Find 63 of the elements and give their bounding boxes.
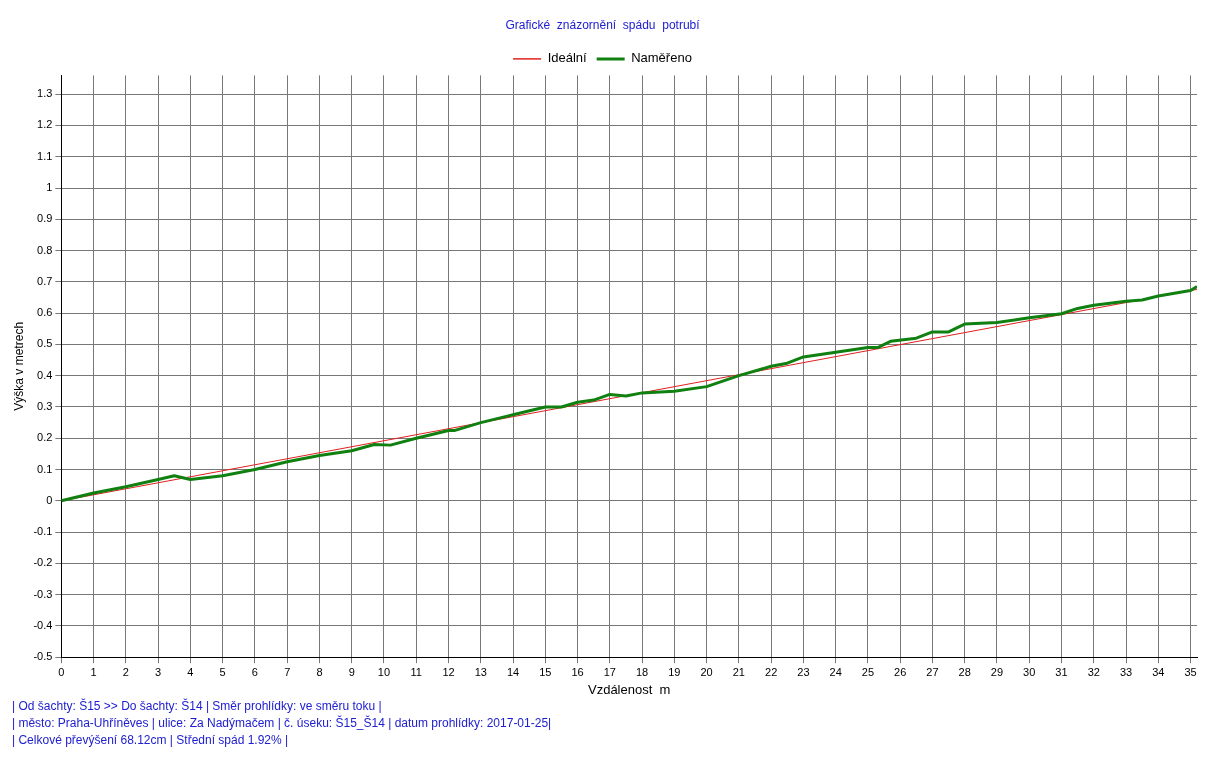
x-tick-label: 19 bbox=[668, 665, 681, 678]
y-tick-label: 0.8 bbox=[37, 243, 53, 256]
x-tick-label: 31 bbox=[1055, 665, 1068, 678]
x-tick-label: 16 bbox=[571, 665, 584, 678]
text: | město: Praha-Uhříněves | ulice: Za Nadýmačem | č. úseku: Š15_Š14 | datum prohlídky: 2017-01-25| bbox=[12, 715, 553, 732]
y-tick-label: 0.7 bbox=[37, 274, 53, 287]
x-tick-label: 10 bbox=[377, 665, 391, 678]
x-tick-label: 30 bbox=[1023, 665, 1036, 678]
x-tick-label: 12 bbox=[442, 665, 455, 678]
x-tick-label: 27 bbox=[926, 665, 939, 678]
x-tick-label: 7 bbox=[284, 665, 291, 678]
y-tick-label: 1.2 bbox=[37, 118, 53, 131]
x-tick-label: 33 bbox=[1119, 665, 1133, 678]
y-tick-label: -0.3 bbox=[33, 587, 53, 600]
x-tick-label: 9 bbox=[348, 665, 355, 678]
x-tick-label: 17 bbox=[603, 665, 616, 678]
y-tick-label: 0.4 bbox=[37, 368, 53, 381]
x-tick-label: 8 bbox=[316, 665, 323, 678]
x-tick-label: 11 bbox=[410, 665, 422, 678]
y-tick-label: -0.5 bbox=[33, 650, 53, 663]
y-tick-label: 0.5 bbox=[37, 337, 53, 350]
text: | Celkové převýšení 68.12cm | Střední spád 1.92% | bbox=[12, 732, 290, 749]
x-tick-label: 14 bbox=[506, 665, 520, 678]
y-tick-label: 1.3 bbox=[37, 87, 53, 100]
x-axis-title: Vzdálenost m bbox=[587, 681, 671, 697]
x-tick-label: 13 bbox=[474, 665, 487, 678]
y-tick-label: 0.3 bbox=[37, 399, 53, 412]
x-tick-label: 23 bbox=[797, 665, 810, 678]
x-tick-label: 15 bbox=[539, 665, 552, 678]
text: | Od šachty: Š15 >> Do šachty: Š14 | Směr prohlídky: ve směru toku | bbox=[12, 698, 383, 715]
x-tick-label: 4 bbox=[187, 665, 194, 678]
x-tick-label: 28 bbox=[958, 665, 971, 678]
x-tick-label: 22 bbox=[765, 665, 778, 678]
y-tick-label: 0 bbox=[46, 493, 53, 506]
x-tick-label: 26 bbox=[894, 665, 907, 678]
chart-title: Grafické znázornění spádu potrubí bbox=[505, 17, 701, 32]
y-tick-label: -0.2 bbox=[33, 556, 53, 569]
x-tick-label: 34 bbox=[1152, 665, 1165, 678]
y-tick-label: 0.1 bbox=[37, 462, 53, 475]
x-tick-label: 24 bbox=[829, 665, 842, 678]
y-tick-label: -0.4 bbox=[33, 618, 53, 631]
x-tick-label: 18 bbox=[635, 665, 649, 678]
x-tick-label: 1 bbox=[90, 665, 97, 678]
x-tick-label: 5 bbox=[219, 665, 226, 678]
legend-label: Ideální bbox=[547, 50, 588, 66]
x-tick-label: 25 bbox=[861, 665, 875, 678]
y-tick-label: 0.6 bbox=[37, 306, 53, 319]
x-tick-label: 0 bbox=[58, 665, 65, 678]
x-tick-label: 21 bbox=[732, 665, 745, 678]
y-tick-label: -0.1 bbox=[33, 525, 53, 538]
x-tick-label: 6 bbox=[251, 665, 258, 678]
x-tick-label: 20 bbox=[700, 665, 713, 678]
x-tick-label: 32 bbox=[1087, 665, 1100, 678]
x-tick-label: 2 bbox=[122, 665, 129, 678]
y-tick-label: 1 bbox=[46, 181, 53, 194]
x-tick-label: 3 bbox=[155, 665, 162, 678]
y-tick-label: 0.9 bbox=[37, 212, 53, 225]
legend-label: Naměřeno bbox=[631, 50, 692, 66]
y-axis-title: Výška v metrech bbox=[11, 321, 26, 411]
y-tick-label: 1.1 bbox=[37, 149, 53, 162]
y-tick-label: 0.2 bbox=[37, 431, 53, 444]
x-tick-label: 29 bbox=[990, 665, 1004, 678]
x-tick-label: 35 bbox=[1184, 665, 1197, 678]
